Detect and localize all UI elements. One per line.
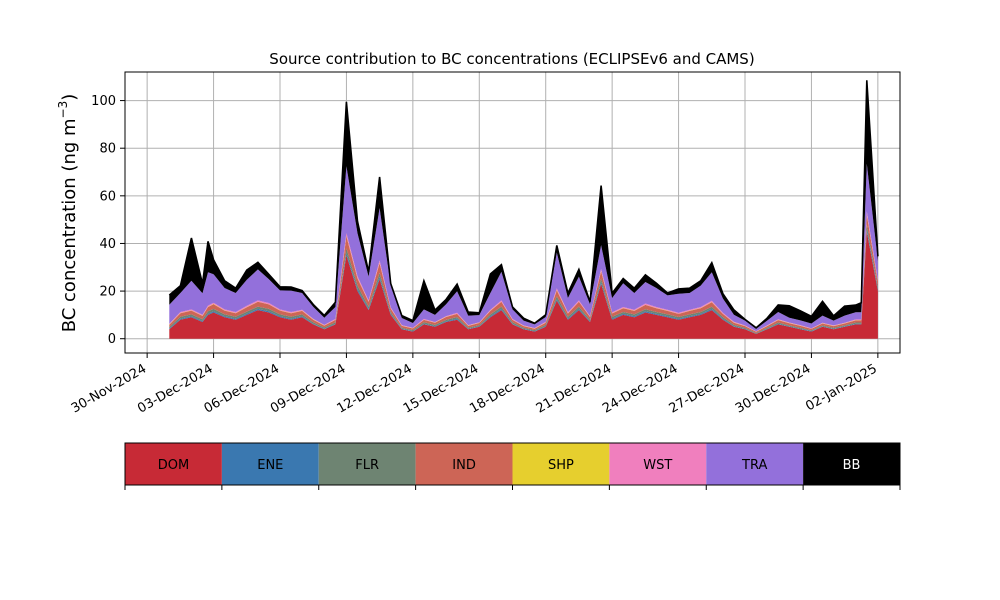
- legend-label-ind: IND: [452, 458, 476, 473]
- y-axis-label: BC concentration (ng m−3): [56, 94, 80, 333]
- y-tick-label: 40: [99, 237, 116, 252]
- x-tick-label: 02-Jan-2025: [803, 361, 880, 414]
- y-tick-label: 60: [99, 189, 116, 204]
- x-tick-label: 30-Dec-2024: [733, 361, 813, 416]
- y-tick-label: 20: [99, 285, 116, 300]
- area-series-dom: [169, 231, 878, 339]
- y-tick-label: 0: [108, 332, 116, 347]
- legend-swatch-ind: [415, 443, 513, 485]
- area-series-tra: [169, 163, 878, 332]
- y-axis-label-text: BC concentration (ng m: [59, 118, 80, 332]
- stacked-areas: [168, 80, 879, 339]
- y-tick-label: 80: [99, 142, 116, 157]
- legend-swatch-ene: [221, 443, 319, 485]
- legend-label-shp: SHP: [548, 458, 574, 473]
- area-series-ind: [169, 214, 878, 333]
- legend-swatch-shp: [512, 443, 610, 485]
- y-axis-label-close: ): [59, 94, 80, 101]
- area-series-bb: [169, 80, 878, 329]
- area-series-ene: [169, 229, 878, 334]
- y-tick-label: 100: [91, 94, 116, 109]
- legend-label-bb: BB: [843, 458, 861, 473]
- plot-frame: [124, 71, 901, 354]
- legend-swatch-bb: [803, 443, 900, 485]
- area-series-flr: [169, 224, 878, 334]
- legend-label-tra: TRA: [741, 458, 767, 473]
- total-outline-line: [168, 80, 879, 329]
- chart-title: Source contribution to BC concentrations…: [269, 50, 754, 68]
- legend-label-ene: ENE: [257, 458, 283, 473]
- legend-swatch-dom: [125, 443, 222, 485]
- y-axis-label-exponent: −3: [56, 101, 70, 119]
- legend-label-wst: WST: [643, 458, 672, 473]
- legend-swatch-tra: [706, 443, 804, 485]
- legend-colorbar: DOM ENE FLR IND SHP WST TRA BB: [124, 442, 901, 490]
- legend-swatch-wst: [609, 443, 707, 485]
- legend-label-dom: DOM: [158, 458, 189, 473]
- legend-label-flr: FLR: [355, 458, 379, 473]
- legend-swatch-flr: [318, 443, 416, 485]
